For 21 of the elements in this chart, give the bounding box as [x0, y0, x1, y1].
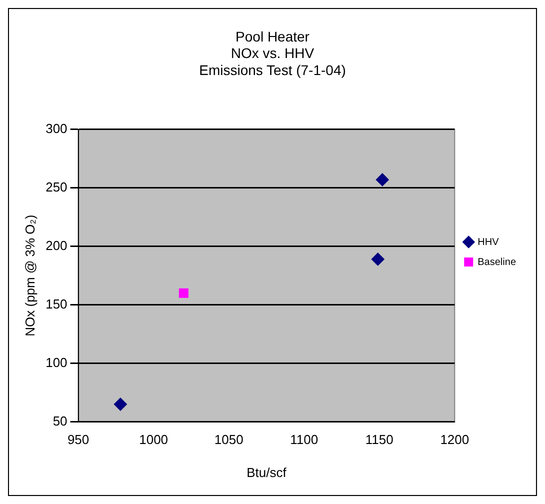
y-tick-label: 300	[46, 120, 68, 136]
point	[376, 173, 389, 186]
y-tick-label: 250	[46, 179, 68, 194]
y-tick-label: 50	[52, 413, 68, 428]
point	[371, 252, 384, 266]
y-tick-label: 200	[46, 238, 68, 253]
point	[114, 398, 127, 411]
y-axis-title: NOx (ppm @ 3% O₂)	[22, 214, 38, 336]
x-tick-label: 1000	[139, 432, 168, 448]
chart-title: Pool Heater NOx vs. HHV Emissions Test (7-1-04)	[199, 28, 346, 78]
y-tick-label: 150	[46, 296, 68, 312]
legend-label: HHV	[478, 236, 500, 248]
y-tick-label: 100	[46, 354, 68, 370]
x-tick-label: 1150	[365, 432, 394, 448]
x-tick-label: 1100	[290, 432, 318, 448]
legend-label: Baseline	[478, 256, 516, 268]
x-axis-title: Btu/scf	[246, 464, 287, 480]
point	[178, 288, 188, 298]
x-tick-label: 1200	[440, 432, 470, 448]
x-tick-label: 1050	[214, 432, 244, 448]
x-tick-label: 950	[67, 432, 90, 448]
